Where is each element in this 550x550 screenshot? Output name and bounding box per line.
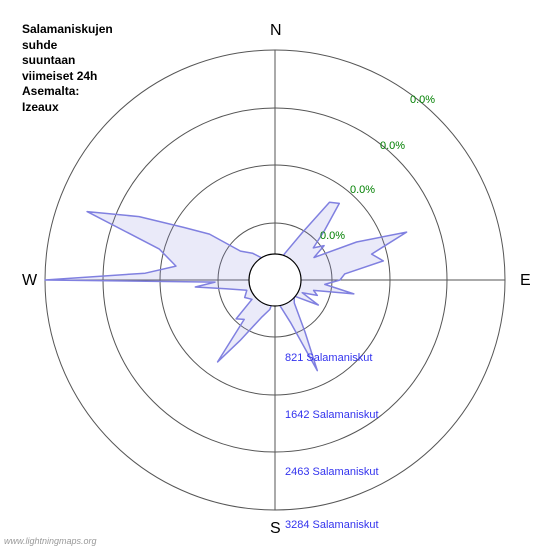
title-line: viimeiset 24h [22,69,113,85]
chart-title: Salamaniskujen suhde suuntaan viimeiset … [22,22,113,116]
title-line: Asemalta: [22,84,113,100]
ring-percent-label: 0.0% [320,230,345,242]
ring-count-label: 1642 Salamaniskut [285,409,379,421]
cardinal-n: N [270,22,282,40]
cardinal-w: W [22,272,37,290]
ring-count-label: 3284 Salamaniskut [285,519,379,531]
footer-attribution: www.lightningmaps.org [4,536,97,546]
ring-percent-label: 0.0% [410,94,435,106]
title-line: suuntaan [22,53,113,69]
title-line: Salamaniskujen [22,22,113,38]
polar-chart-container: Salamaniskujen suhde suuntaan viimeiset … [0,0,550,550]
ring-percent-label: 0.0% [350,184,375,196]
ring-count-label: 821 Salamaniskut [285,352,372,364]
cardinal-s: S [270,520,281,538]
title-line: suhde [22,38,113,54]
ring-count-label: 2463 Salamaniskut [285,466,379,478]
title-line: Izeaux [22,100,113,116]
cardinal-e: E [520,272,531,290]
ring-percent-label: 0.0% [380,140,405,152]
